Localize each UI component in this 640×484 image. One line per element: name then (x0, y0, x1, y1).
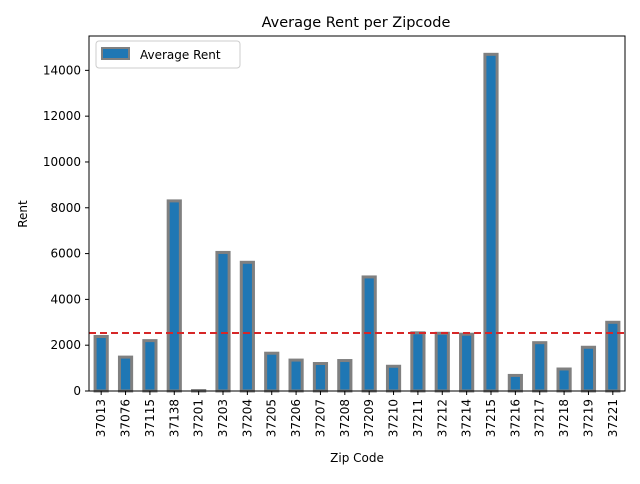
y-tick-label: 10000 (43, 155, 81, 169)
x-tick-label: 37215 (484, 399, 498, 437)
x-tick-label: 37219 (581, 399, 595, 437)
bar-37013 (93, 334, 109, 393)
x-tick-label: 37211 (411, 399, 425, 437)
bar-37115 (142, 339, 158, 393)
y-tick-label: 14000 (43, 63, 81, 77)
bar-37214 (459, 332, 475, 393)
x-tick-label: 37115 (143, 399, 157, 437)
x-tick-label: 37138 (167, 399, 181, 437)
x-tick-label: 37221 (606, 399, 620, 437)
y-tick-label: 8000 (50, 201, 81, 215)
x-tick-label: 37210 (387, 399, 401, 437)
y-tick-label: 6000 (50, 247, 81, 261)
bar-37205 (264, 351, 280, 393)
y-axis-label: Rent (16, 200, 30, 228)
x-tick-label: 37218 (557, 399, 571, 437)
y-tick-label: 0 (73, 384, 81, 398)
bar-37076 (117, 355, 134, 393)
x-tick-label: 37208 (338, 399, 352, 437)
plot-area: 0 2000 4000 6000 8000 10000 12000 14000 37013 370… (43, 35, 626, 437)
bar-37206 (288, 358, 304, 393)
legend: Average Rent (95, 40, 241, 69)
x-axis-label: Zip Code (330, 451, 384, 465)
x-tick-label: 37205 (265, 399, 279, 437)
bar-37217 (532, 341, 548, 393)
chart-title: Average Rent per Zipcode (262, 15, 451, 31)
x-tick-label: 37013 (94, 399, 108, 437)
y-tick-label: 12000 (43, 109, 81, 123)
bar-37215 (483, 52, 499, 393)
legend-swatch (101, 47, 130, 60)
y-tick-label: 2000 (50, 338, 81, 352)
x-tick-label: 37206 (289, 399, 303, 437)
bar-37207 (312, 362, 329, 393)
x-tick-label: 37217 (533, 399, 547, 437)
bar-37203 (215, 250, 231, 393)
bar-37212 (434, 331, 450, 393)
bar-37204 (239, 260, 255, 393)
legend-label: Average Rent (140, 48, 221, 62)
x-tick-label: 37076 (119, 399, 133, 437)
x-tick-label: 37204 (240, 399, 254, 437)
bar-37208 (337, 359, 353, 393)
x-tick-label: 37203 (216, 399, 230, 437)
x-tick-label: 37209 (362, 399, 376, 437)
axes-frame (88, 35, 626, 392)
bar-37216 (507, 373, 523, 393)
x-tick-label: 37216 (508, 399, 522, 437)
bar-37219 (580, 345, 597, 393)
legend-frame (95, 40, 241, 69)
x-tick-label: 37207 (313, 399, 327, 437)
bar-37210 (385, 364, 402, 393)
bar-37211 (410, 331, 426, 393)
x-tick-label: 37212 (435, 399, 449, 437)
bar-37218 (556, 367, 572, 393)
bar-37138 (166, 199, 182, 393)
y-tick-label: 4000 (50, 292, 81, 306)
x-tick-label: 37201 (192, 399, 206, 437)
x-tick-label: 37214 (460, 399, 474, 437)
